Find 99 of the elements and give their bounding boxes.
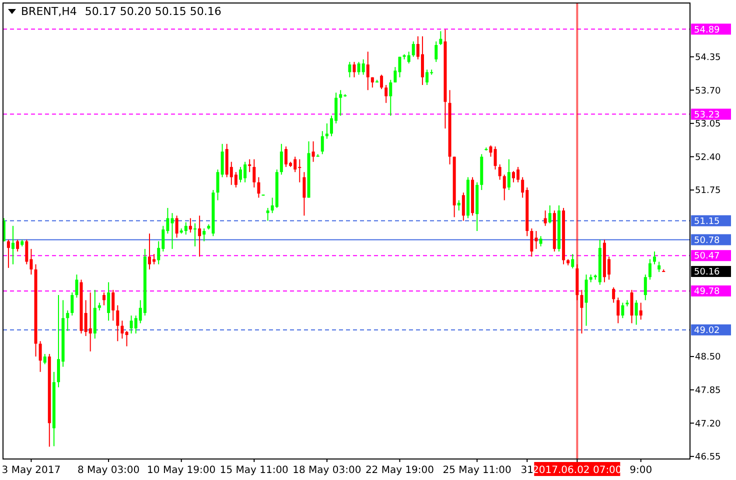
y-tick-label: 54.35 <box>695 52 721 63</box>
candlestick <box>116 304 120 342</box>
candlestick <box>198 215 202 258</box>
x-tick-label: 10 May 19:00 <box>147 465 216 476</box>
candlestick <box>457 200 460 212</box>
candlestick <box>584 274 588 326</box>
candlestick <box>412 40 415 58</box>
candlestick <box>57 294 60 388</box>
y-tick-label: 51.75 <box>695 186 721 196</box>
candlestick <box>407 51 410 64</box>
x-tick-label: 8 May 03:00 <box>77 465 140 476</box>
candlestick <box>462 192 465 222</box>
candlestick <box>639 302 642 320</box>
candlestick <box>107 282 110 322</box>
candlestick <box>38 340 42 372</box>
candlestick <box>266 207 270 222</box>
candlestick <box>366 51 370 91</box>
candlestick <box>302 172 306 216</box>
y-tick-label: 46.55 <box>695 452 721 463</box>
candlestick <box>184 222 188 236</box>
ref-line-label: 51.15 <box>694 216 720 227</box>
candlestick <box>16 239 20 252</box>
y-tick-label: 53.70 <box>695 86 722 96</box>
y-tick-label: 48.50 <box>695 352 722 363</box>
candlestick <box>339 90 342 116</box>
ref-line-label: 50.78 <box>694 236 720 246</box>
y-tick-label: 53.05 <box>695 120 721 130</box>
text: 50.16 <box>694 268 720 278</box>
chart-title: BRENT,H4 <box>21 5 77 18</box>
x-tick-label: 9:00 <box>630 465 652 476</box>
candlestick <box>202 228 206 242</box>
candlestick <box>348 61 352 78</box>
candlestick <box>75 274 78 298</box>
candlestick <box>630 289 634 324</box>
y-tick-label: 52.40 <box>695 152 722 163</box>
x-tick-label: 22 May 19:00 <box>365 465 434 476</box>
candlestick <box>507 158 510 191</box>
candlestick <box>434 40 438 62</box>
candlestick <box>102 292 106 306</box>
candlestick <box>193 222 196 247</box>
ref-line-label: 49.78 <box>694 287 720 298</box>
candlestick <box>502 174 506 201</box>
ref-line-label: 49.02 <box>694 326 720 336</box>
candlestick <box>426 69 429 86</box>
x-tick-label: 31 <box>520 465 534 476</box>
x-tick-label: 18 May 03:00 <box>292 465 362 476</box>
candlestick <box>539 236 542 247</box>
candlestick <box>252 158 256 188</box>
candlestick <box>320 130 324 155</box>
candlestick <box>621 302 624 319</box>
candlestick <box>530 228 534 258</box>
candlestick <box>439 30 442 46</box>
candlestick <box>188 218 192 234</box>
candlestick <box>352 61 356 78</box>
y-tick-label: 47.20 <box>695 419 722 430</box>
candlestick <box>43 353 46 365</box>
candlestick <box>634 300 638 326</box>
candlestick <box>70 292 74 316</box>
candlestick <box>612 286 616 304</box>
candlestick <box>498 164 502 180</box>
candlestick <box>648 258 652 280</box>
candlestick <box>257 176 260 198</box>
candlestick <box>653 250 656 265</box>
y-tick-label: 47.85 <box>695 386 721 396</box>
candlestick <box>120 320 124 340</box>
candlestick <box>88 292 92 352</box>
candlestick <box>112 289 115 322</box>
candlestick <box>362 58 365 76</box>
candlestick <box>616 297 620 324</box>
candlestick <box>280 143 283 176</box>
candlestick <box>12 225 15 265</box>
candlestick <box>489 144 492 158</box>
x-tick-label: 15 May 11:00 <box>220 465 288 476</box>
candlestick <box>125 330 128 347</box>
chart-subtitle: 50.17 50.20 50.15 50.16 <box>84 5 222 18</box>
candlestick <box>644 274 647 301</box>
candlestick <box>494 146 497 170</box>
candlestick <box>548 204 552 224</box>
candlestick <box>580 289 584 334</box>
candlestick <box>571 254 574 269</box>
ref-line-label: 53.23 <box>694 110 720 120</box>
candlestick <box>420 36 424 86</box>
candlestick <box>6 239 10 268</box>
candlestick <box>175 215 178 238</box>
ref-line-label: 50.47 <box>694 252 720 262</box>
candlestick <box>658 261 661 272</box>
candlestick <box>544 210 547 226</box>
candlestick <box>220 143 224 178</box>
candlestick <box>384 84 388 104</box>
candlestick <box>389 79 392 116</box>
candlestick <box>380 74 384 90</box>
candlestick <box>66 310 70 332</box>
x-tick-label: 25 May 11:00 <box>442 465 512 476</box>
x-tick-label: 3 May 2017 <box>2 465 61 476</box>
candlestick <box>248 158 252 173</box>
candlestick <box>216 169 220 201</box>
candlestick <box>325 122 328 140</box>
ref-line-label: 54.89 <box>694 25 720 36</box>
candlestick <box>312 140 315 162</box>
